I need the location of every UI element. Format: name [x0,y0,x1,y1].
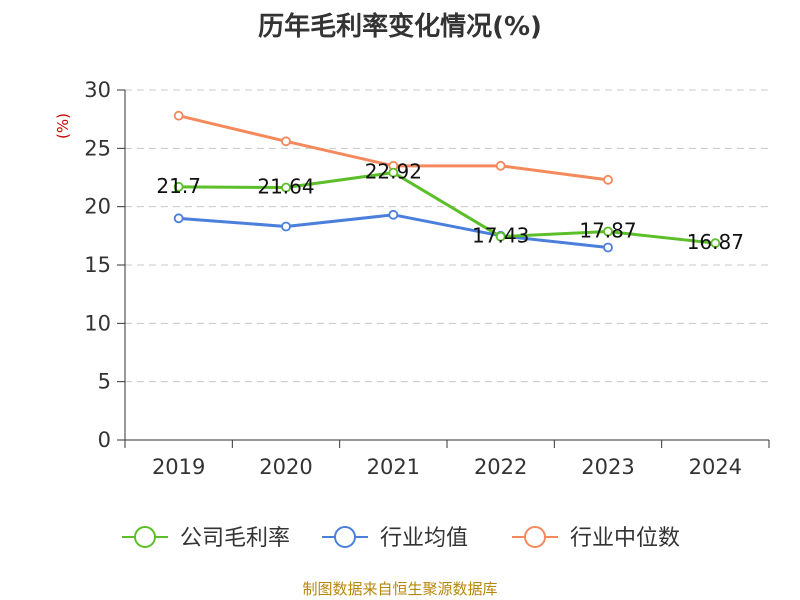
data-point [603,174,613,185]
y-tick-label: 0 [98,428,111,452]
data-point [281,136,291,147]
legend-label: 公司毛利率 [180,526,290,551]
x-tick-label: 2022 [474,455,527,479]
data-label: 21.64 [257,175,314,199]
data-point [281,221,291,232]
y-tick-label: 15 [84,253,111,277]
data-point [603,242,613,253]
data-point [281,182,291,193]
legend-label: 行业均值 [380,526,468,551]
x-tick-label: 2023 [581,455,634,479]
data-label: 16.87 [687,230,744,254]
data-label: 17.43 [472,224,529,248]
x-tick-label: 2024 [689,455,742,479]
data-point [173,181,184,192]
data-point [495,160,506,171]
x-tick-label: 2020 [259,455,312,479]
legend-label: 行业中位数 [570,526,680,551]
y-tick-label: 5 [98,370,111,394]
y-tick-label: 20 [84,195,111,219]
y-tick-label: 10 [84,311,111,335]
source-note: 制图数据来自恒生聚源数据库 [302,580,498,598]
data-label: 22.92 [365,160,422,184]
data-point [495,231,506,242]
y-tick-label: 25 [84,136,111,160]
data-point [388,209,399,220]
data-point [710,238,721,249]
y-tick-label: 30 [84,78,111,102]
y-axis-label: (%) [54,113,72,139]
chart-title: 历年毛利率变化情况(%) [258,12,542,42]
legend-marker-circle [524,526,546,548]
data-point [173,213,184,224]
data-point [388,167,399,178]
data-point [173,110,184,121]
series-line [178,171,716,245]
x-tick-label: 2021 [367,455,420,479]
legend-marker-circle [134,526,156,548]
x-tick-label: 2019 [152,455,205,479]
data-point [603,226,613,237]
data-label: 17.87 [579,219,636,243]
legend-marker-circle [334,526,356,548]
data-label: 21.7 [156,174,201,198]
